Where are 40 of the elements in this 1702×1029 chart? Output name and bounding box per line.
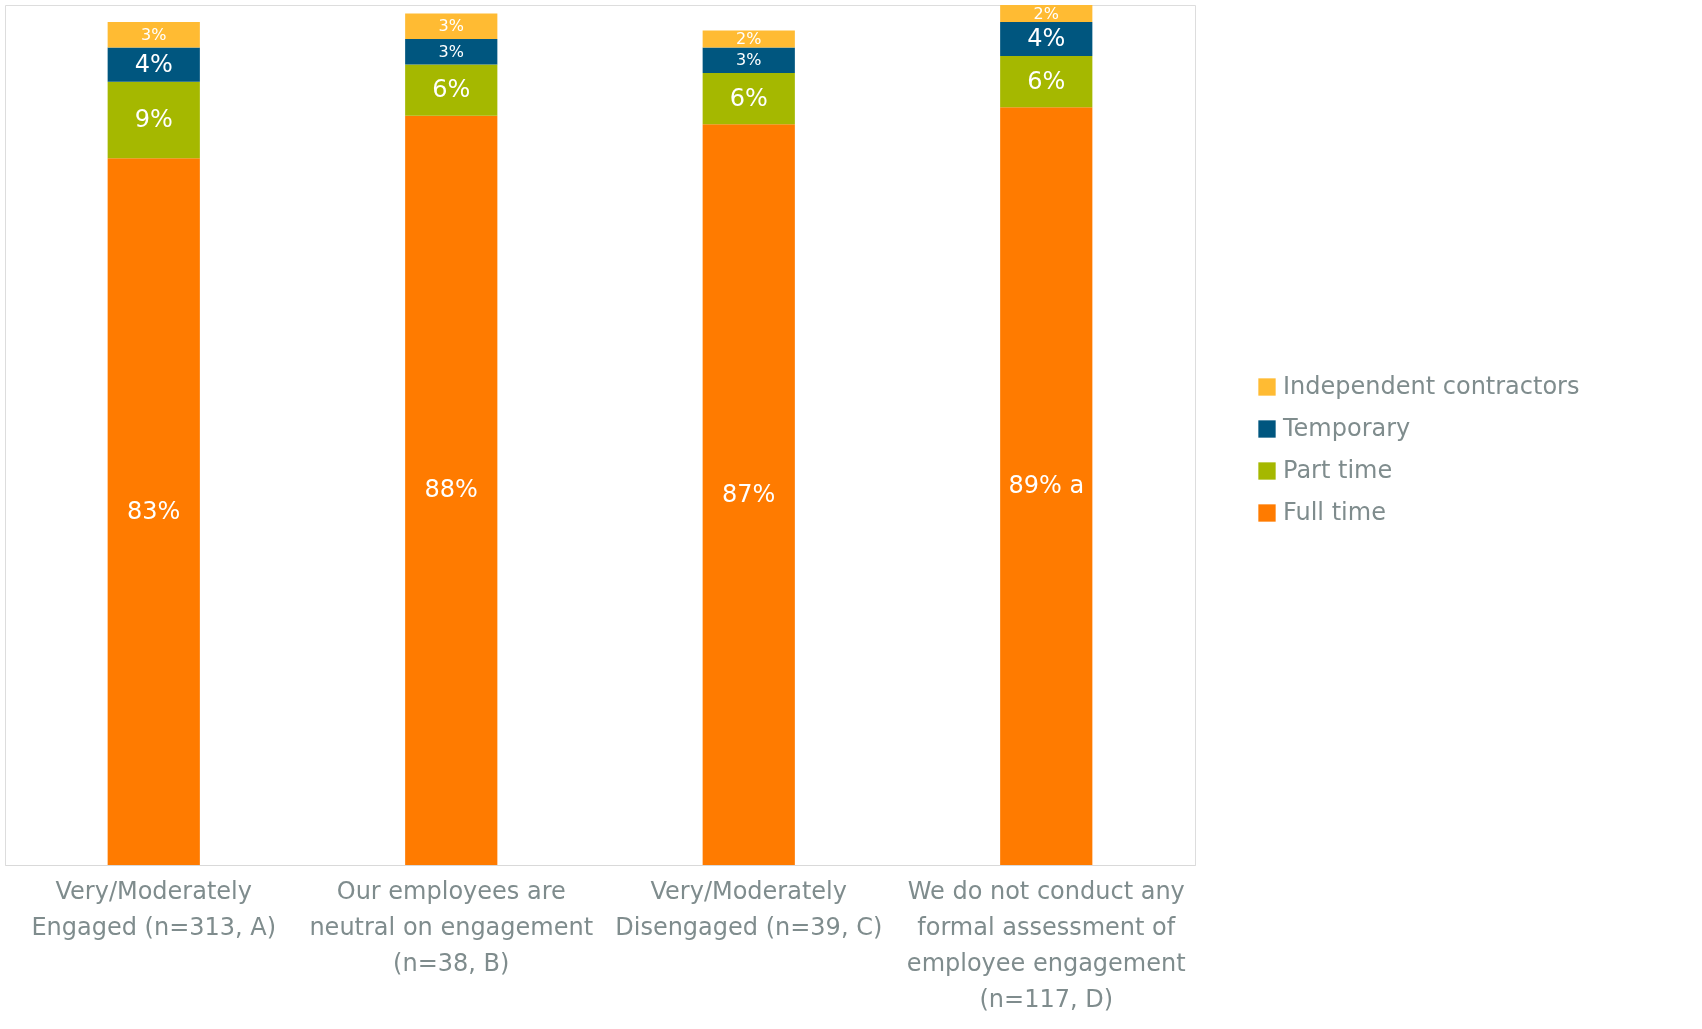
bar: [405, 64, 498, 116]
bar: [107, 81, 200, 159]
bar: [405, 115, 498, 865]
bar: [107, 158, 200, 865]
bar: [702, 73, 795, 125]
x-tick-label: Very/Moderately Disengaged (n=39, C): [615, 876, 883, 941]
bar: [405, 39, 498, 65]
data-label: 6%: [432, 75, 471, 104]
data-label: 9%: [134, 104, 173, 133]
bar: [1000, 107, 1093, 865]
data-label: 2%: [1033, 3, 1059, 23]
legend-label: Independent contractors: [1283, 372, 1580, 400]
bar: [1000, 22, 1093, 57]
x-tick-label: We do not conduct any formal assessment of employee engagement (n=117, D): [906, 876, 1186, 1013]
bar: [405, 13, 498, 40]
data-label: 2%: [736, 29, 762, 49]
legend-label: Part time: [1283, 456, 1393, 484]
data-label: 4%: [1027, 24, 1066, 53]
data-label: 88%: [424, 475, 478, 504]
bar: [107, 22, 200, 48]
data-label: 4%: [134, 49, 173, 78]
bar: [107, 47, 200, 82]
x-tick-label: Our employees are neutral on engagement (n=38, B): [309, 876, 594, 977]
data-label: 3%: [438, 41, 464, 61]
data-label: 87%: [722, 479, 776, 508]
data-label: 89% a: [1008, 471, 1085, 500]
data-label: 83%: [127, 496, 181, 525]
bar: [702, 47, 795, 74]
x-tick-label: Very/Moderately Engaged (n=313, A): [31, 876, 277, 941]
data-label: 6%: [1027, 66, 1066, 95]
data-label: 3%: [141, 24, 167, 44]
bar: [1000, 5, 1093, 23]
data-label: 6%: [729, 83, 768, 112]
bar: [1000, 56, 1093, 108]
bar: [702, 124, 795, 865]
legend-label: Temporary: [1282, 414, 1411, 442]
data-label: 3%: [438, 16, 464, 36]
data-label: 3%: [736, 50, 762, 70]
bar: [702, 30, 795, 48]
legend-label: Full time: [1283, 498, 1386, 526]
